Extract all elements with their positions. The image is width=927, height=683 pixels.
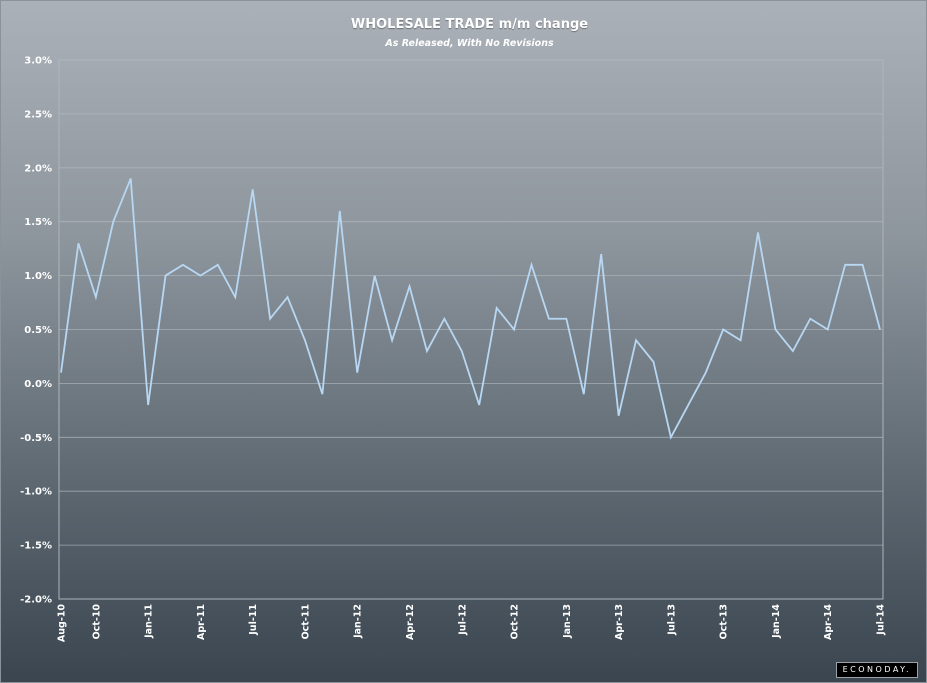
y-tick-label: 2.5%: [24, 109, 52, 120]
data-point: [391, 339, 393, 341]
data-point: [60, 372, 62, 374]
data-point: [583, 393, 585, 395]
x-tick-label: Oct-13: [719, 604, 730, 639]
x-tick-label: Jan-14: [771, 604, 782, 639]
data-point: [496, 307, 498, 309]
data-point: [566, 318, 568, 320]
x-tick-label: Apr-11: [196, 604, 207, 640]
data-point: [879, 329, 881, 331]
x-tick-label: Apr-14: [823, 604, 834, 640]
y-tick-label: 3.0%: [24, 56, 52, 67]
x-tick-label: Apr-12: [405, 604, 416, 640]
series-line: [60, 178, 881, 440]
y-tick-label: -2.0%: [20, 595, 52, 606]
data-point: [112, 221, 114, 223]
x-tick-label: Aug-10: [57, 604, 68, 642]
x-tick-label: Jan-11: [144, 604, 155, 639]
series-group: [60, 178, 881, 440]
data-point: [339, 210, 341, 212]
data-point: [809, 318, 811, 320]
data-point: [757, 232, 759, 234]
y-axis-ticks: 3.0% 2.5% 2.0% 1.5% 1.0% 0.5% 0.0% -0.5% -1.0% -1…: [20, 56, 52, 606]
y-tick-label: 1.0%: [24, 271, 52, 282]
data-point: [252, 189, 254, 191]
data-point: [200, 275, 202, 277]
data-point: [287, 296, 289, 298]
data-point: [234, 296, 236, 298]
data-point: [740, 339, 742, 341]
x-tick-label: Oct-12: [510, 604, 521, 639]
data-point: [722, 329, 724, 331]
x-axis-ticks: Aug-10 Oct-10 Jan-11 Apr-11 Jul-11 Oct-11 Jan-…: [57, 604, 887, 642]
data-point: [78, 242, 80, 244]
data-point: [531, 264, 533, 266]
data-point: [165, 275, 167, 277]
data-point: [217, 264, 219, 266]
x-tick-label: Jul-11: [248, 604, 259, 636]
chart-subtitle: As Released, With No Revisions: [385, 38, 554, 49]
data-point: [862, 264, 864, 266]
data-point: [147, 404, 149, 406]
x-tick-label: Jan-13: [562, 604, 573, 639]
data-point: [461, 350, 463, 352]
data-point: [95, 296, 97, 298]
data-point: [844, 264, 846, 266]
data-point: [705, 372, 707, 374]
data-point: [304, 339, 306, 341]
data-point: [513, 329, 515, 331]
gridlines: [59, 113, 883, 546]
data-point: [670, 437, 672, 439]
data-point: [548, 318, 550, 320]
x-tick-label: Jul-13: [666, 604, 677, 636]
data-point: [356, 372, 358, 374]
data-point: [635, 339, 637, 341]
chart-title: WHOLESALE TRADE m/m change: [350, 17, 589, 32]
y-tick-label: -0.5%: [20, 433, 52, 444]
y-tick-label: 0.5%: [24, 325, 52, 336]
data-point: [653, 361, 655, 363]
x-tick-label: Oct-11: [300, 604, 311, 639]
x-tick-label: Jan-12: [353, 604, 364, 639]
data-point: [600, 253, 602, 255]
y-tick-label: 1.5%: [24, 217, 52, 228]
x-tick-label: Apr-13: [614, 604, 625, 640]
data-point: [130, 178, 132, 180]
data-point: [792, 350, 794, 352]
data-point: [478, 404, 480, 406]
y-tick-label: 0.0%: [24, 379, 52, 390]
y-tick-label: 2.0%: [24, 163, 52, 174]
data-point: [444, 318, 446, 320]
data-point: [775, 329, 777, 331]
x-tick-label: Jul-12: [457, 604, 468, 636]
data-point: [182, 264, 184, 266]
data-point: [374, 275, 376, 277]
data-point: [269, 318, 271, 320]
data-point: [827, 329, 829, 331]
x-tick-label: Oct-10: [91, 604, 102, 640]
y-tick-label: -1.5%: [20, 541, 52, 552]
econoday-logo: ECONODAY.: [835, 662, 918, 678]
data-point: [426, 350, 428, 352]
y-tick-label: -1.0%: [20, 487, 52, 498]
data-point: [409, 286, 411, 288]
data-point: [322, 393, 324, 395]
data-point: [688, 404, 690, 406]
data-point: [618, 415, 620, 417]
x-tick-label: Jul-14: [876, 604, 887, 636]
